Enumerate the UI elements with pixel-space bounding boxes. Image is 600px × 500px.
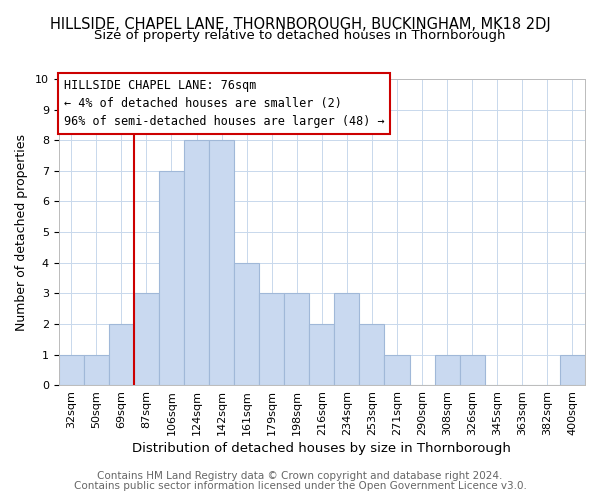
Bar [134,294,159,385]
Bar [184,140,209,385]
Bar [434,354,460,385]
Text: Contains HM Land Registry data © Crown copyright and database right 2024.: Contains HM Land Registry data © Crown c… [97,471,503,481]
X-axis label: Distribution of detached houses by size in Thornborough: Distribution of detached houses by size … [133,442,511,455]
Bar [234,262,259,385]
Text: Size of property relative to detached houses in Thornborough: Size of property relative to detached ho… [94,29,506,42]
Bar [334,294,359,385]
Bar [59,354,84,385]
Text: Contains public sector information licensed under the Open Government Licence v3: Contains public sector information licen… [74,481,526,491]
Bar [385,354,410,385]
Text: HILLSIDE CHAPEL LANE: 76sqm
← 4% of detached houses are smaller (2)
96% of semi-: HILLSIDE CHAPEL LANE: 76sqm ← 4% of deta… [64,79,385,128]
Bar [259,294,284,385]
Bar [310,324,334,385]
Bar [159,171,184,385]
Bar [209,140,234,385]
Bar [560,354,585,385]
Bar [359,324,385,385]
Bar [109,324,134,385]
Text: HILLSIDE, CHAPEL LANE, THORNBOROUGH, BUCKINGHAM, MK18 2DJ: HILLSIDE, CHAPEL LANE, THORNBOROUGH, BUC… [50,18,550,32]
Bar [460,354,485,385]
Bar [84,354,109,385]
Y-axis label: Number of detached properties: Number of detached properties [15,134,28,330]
Bar [284,294,310,385]
